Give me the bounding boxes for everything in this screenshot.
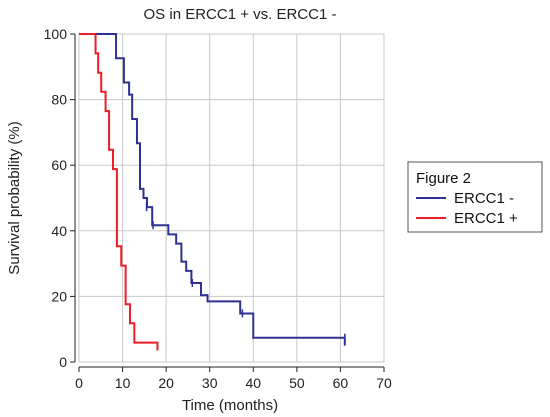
legend-label-ercc1-positive: ERCC1 +: [454, 210, 518, 227]
x-axis-ticks: 0 10 20 30 40 50 60 70: [75, 366, 392, 391]
legend-title: Figure 2: [416, 170, 471, 187]
y-tick-label: 60: [51, 157, 67, 173]
series-line-ercc1-positive: [79, 33, 159, 351]
grid-lines: [78, 33, 385, 363]
y-tick-label: 0: [59, 354, 67, 370]
x-tick-label: 50: [289, 375, 305, 391]
y-tick-label: 100: [44, 26, 68, 42]
x-axis-title: Time (months): [182, 397, 278, 414]
x-tick-label: 0: [75, 375, 83, 391]
y-axis-title: Survival probability (%): [6, 121, 23, 274]
legend-label-ercc1-negative: ERCC1 -: [454, 190, 514, 207]
x-tick-label: 10: [115, 375, 131, 391]
x-tick-label: 30: [202, 375, 218, 391]
chart-title: OS in ERCC1 + vs. ERCC1 -: [144, 6, 337, 23]
x-tick-label: 20: [158, 375, 174, 391]
legend: Figure 2 ERCC1 - ERCC1 +: [407, 161, 543, 233]
x-tick-label: 40: [245, 375, 261, 391]
x-tick-label: 60: [333, 375, 349, 391]
y-tick-label: 20: [51, 288, 67, 304]
y-tick-label: 40: [51, 223, 67, 239]
series-layer: [79, 33, 346, 351]
y-axis-ticks: 0 20 40 60 80 100: [44, 26, 76, 370]
series-line-ercc1-negative: [79, 33, 346, 346]
x-tick-label: 70: [376, 375, 392, 391]
y-tick-label: 80: [51, 92, 67, 108]
